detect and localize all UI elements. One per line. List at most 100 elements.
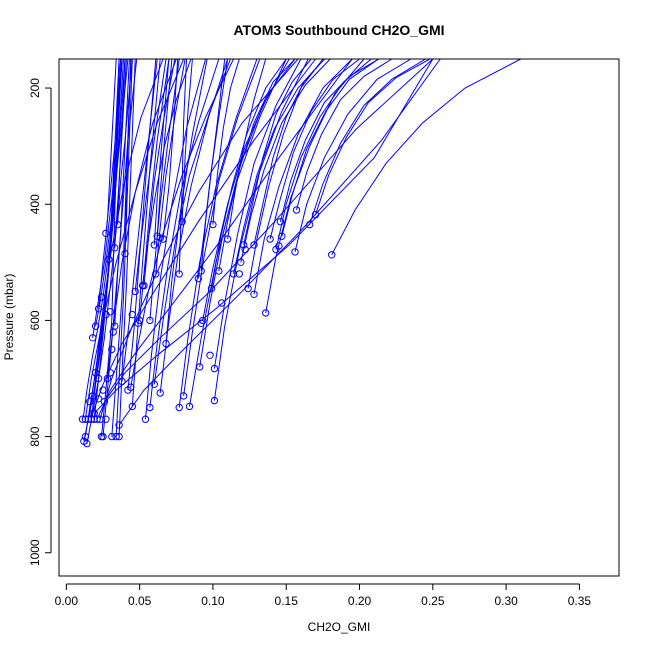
- data-point-18: [111, 244, 119, 252]
- data-point-85: [106, 308, 115, 316]
- data-point-91: [218, 299, 226, 307]
- data-point-32: [141, 415, 150, 423]
- data-point-5: [84, 415, 93, 423]
- profile-line-63: [281, 58, 379, 237]
- profile-line-17: [118, 58, 136, 437]
- profile-line-68: [331, 58, 522, 256]
- profile-line-64: [294, 58, 412, 253]
- profile-line-49: [213, 58, 309, 401]
- profile-line-30: [156, 58, 173, 237]
- data-point-58: [250, 241, 258, 249]
- data-point-1: [78, 415, 87, 423]
- data-point-24: [128, 402, 137, 411]
- data-point-64: [291, 248, 299, 256]
- data-point-73: [89, 409, 97, 417]
- data-point-54: [237, 258, 245, 266]
- profile-line-51: [218, 58, 296, 272]
- profile-line-62: [279, 58, 379, 222]
- data-point-82: [86, 398, 94, 406]
- data-point-94: [275, 242, 283, 250]
- data-point-81: [106, 369, 115, 377]
- data-point-45: [196, 363, 204, 371]
- x-tick-label: 0.10: [201, 594, 225, 608]
- data-point-97: [108, 345, 116, 354]
- plot-frame: [58, 58, 620, 577]
- data-point-41: [179, 392, 188, 400]
- profile-line-44: [200, 58, 229, 272]
- data-point-3: [81, 432, 90, 441]
- data-point-71: [115, 421, 123, 429]
- profile-line-39: [181, 58, 193, 222]
- data-point-83: [94, 374, 103, 383]
- profile-line-73: [92, 58, 316, 414]
- data-point-87: [97, 293, 106, 301]
- profile-line-69: [96, 58, 353, 420]
- data-point-25: [131, 287, 139, 296]
- profile-line-28: [149, 58, 180, 321]
- x-axis-label: CH2O_GMI: [308, 620, 371, 634]
- data-point-63: [278, 232, 286, 240]
- data-point-59: [262, 309, 270, 317]
- plot-markers: [78, 206, 336, 448]
- data-point-95: [197, 319, 205, 327]
- data-point-65: [292, 206, 301, 214]
- data-point-74: [96, 415, 104, 423]
- profile-line-57: [253, 58, 353, 295]
- profile-line-19: [117, 58, 133, 225]
- chart-title: ATOM3 Southbound CH2O_GMI: [233, 22, 444, 38]
- data-point-40: [175, 403, 183, 412]
- profile-line-76: [130, 58, 234, 388]
- profile-line-79: [142, 58, 192, 286]
- data-point-67: [311, 211, 320, 219]
- profile-line-65: [296, 58, 393, 211]
- profile-line-60: [269, 58, 360, 240]
- data-point-76: [127, 383, 135, 391]
- profile-line-46: [202, 58, 296, 321]
- plot-lines: [82, 58, 522, 444]
- profile-line-37: [165, 58, 208, 344]
- data-point-20: [121, 249, 129, 258]
- profile-line-14: [108, 58, 126, 260]
- data-point-55: [240, 241, 248, 249]
- data-point-80: [99, 386, 107, 394]
- data-point-8: [89, 334, 97, 342]
- profile-line-48: [212, 58, 240, 225]
- profile-line-8: [92, 58, 123, 338]
- profile-line-54: [240, 58, 331, 263]
- profile-line-7: [93, 58, 122, 420]
- profile-line-55: [243, 58, 312, 246]
- x-tick-label: 0.20: [348, 594, 372, 608]
- data-point-86: [109, 328, 117, 336]
- profile-line-50: [213, 58, 302, 369]
- data-point-77: [91, 369, 100, 377]
- profile-line-38: [178, 58, 187, 274]
- data-point-14: [105, 255, 113, 264]
- data-point-90: [156, 234, 164, 242]
- data-point-4: [83, 439, 91, 448]
- data-point-56: [244, 284, 252, 293]
- profile-line-21: [114, 58, 138, 327]
- profile-line-58: [253, 58, 325, 246]
- x-tick-label: 0.00: [55, 594, 79, 608]
- data-point-93: [241, 245, 249, 254]
- profile-line-70: [103, 58, 434, 402]
- profile-line-40: [178, 58, 258, 408]
- profile-line-72: [93, 58, 434, 414]
- data-point-50: [210, 364, 219, 373]
- profile-line-10: [98, 58, 117, 309]
- profile-line-67: [315, 58, 431, 215]
- data-point-17: [115, 432, 123, 441]
- data-point-96: [206, 351, 214, 359]
- profile-line-53: [233, 58, 325, 275]
- data-point-16: [112, 432, 120, 441]
- profile-line-32: [145, 58, 207, 420]
- y-tick-label: 800: [28, 426, 42, 446]
- data-point-88: [128, 310, 137, 319]
- x-tick-label: 0.30: [494, 594, 518, 608]
- data-point-35: [156, 389, 164, 397]
- data-point-48: [209, 220, 217, 229]
- data-point-42: [185, 402, 194, 411]
- data-point-99: [102, 415, 110, 423]
- data-point-78: [103, 374, 112, 383]
